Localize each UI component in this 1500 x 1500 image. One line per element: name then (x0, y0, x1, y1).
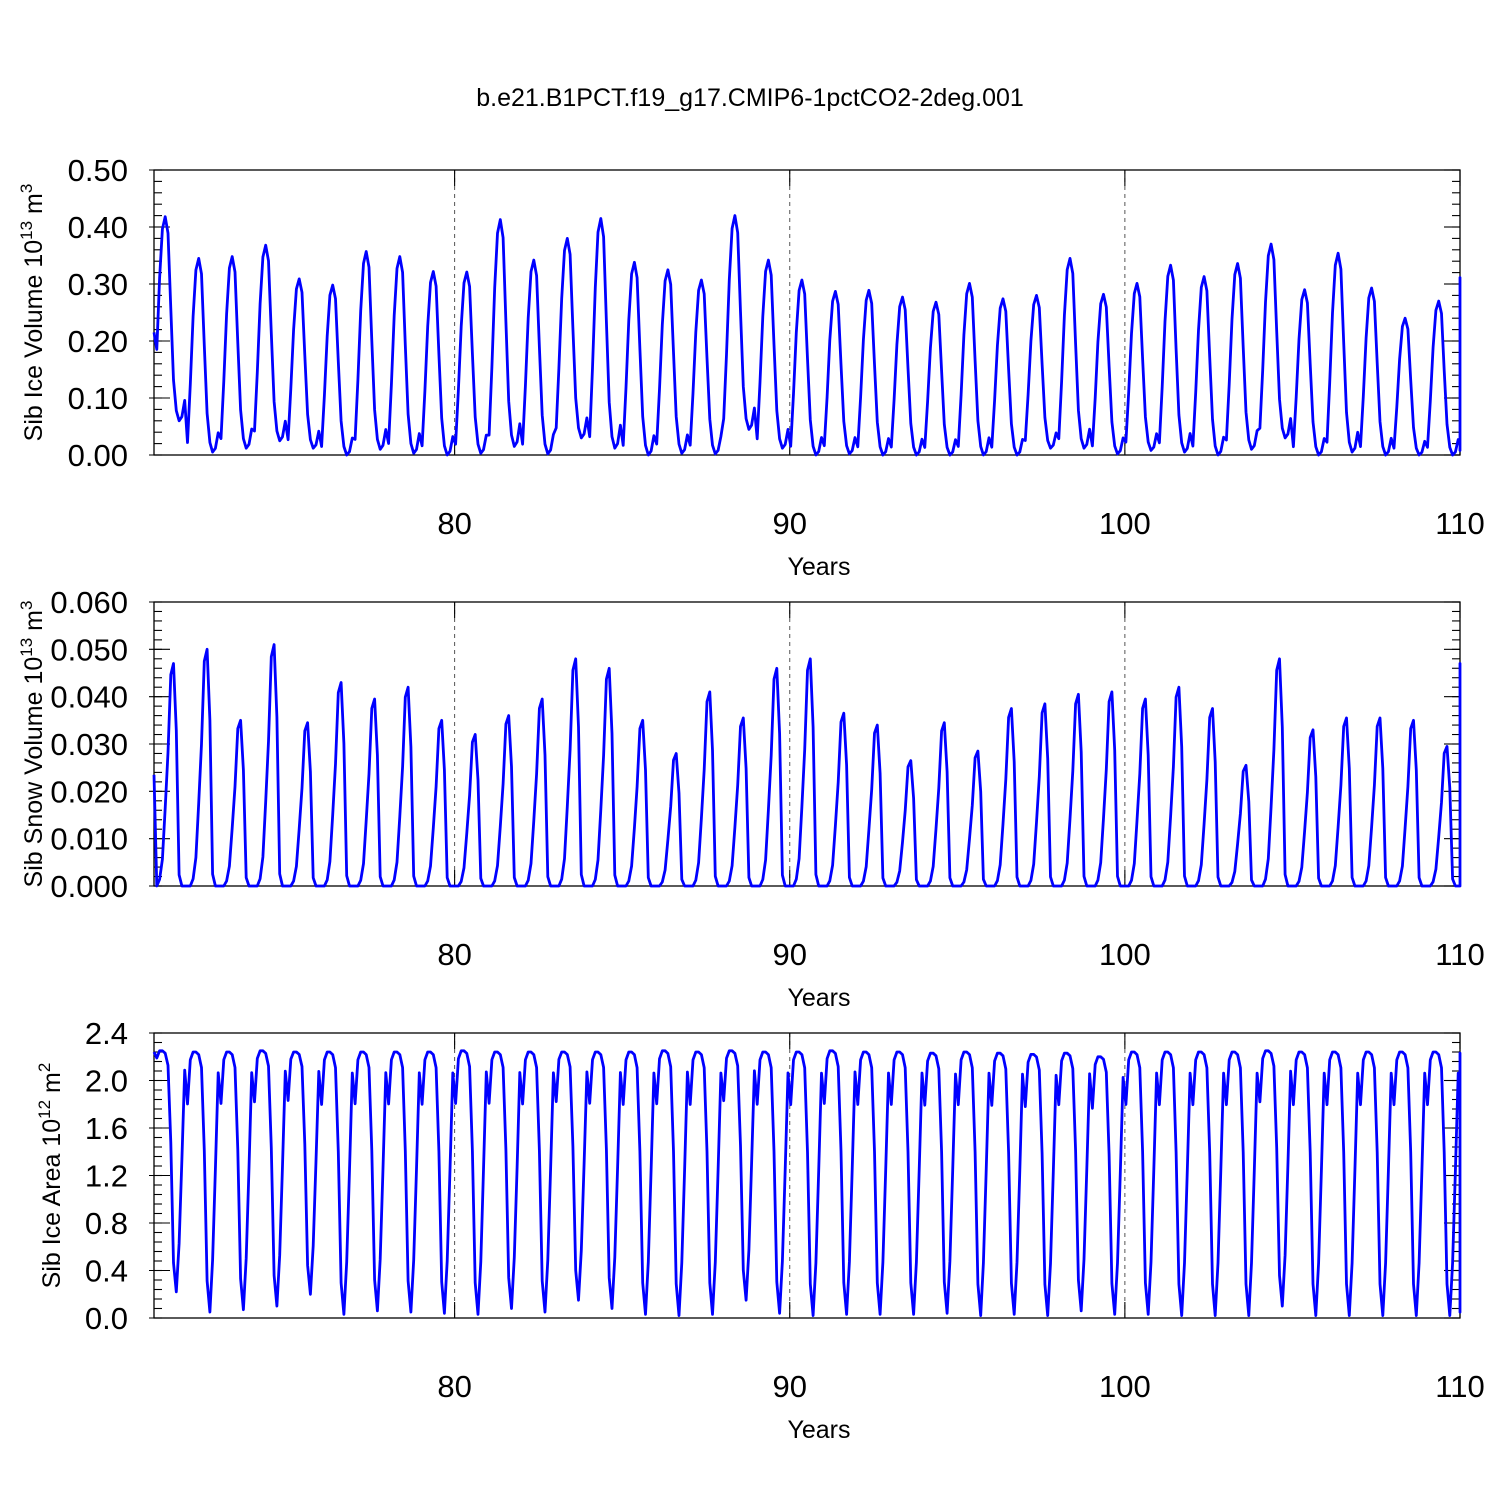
ice-volume-x-axis-title: Years (787, 553, 850, 581)
snow-volume-xtick-label: 90 (772, 937, 806, 972)
ice-volume-ytick-label: 0.40 (68, 210, 128, 245)
snow-volume-ytick-label: 0.050 (50, 632, 128, 667)
snow-volume-ytick-label: 0.040 (50, 680, 128, 715)
ice-volume-panel: 0.00 0.10 0.20 0.30 0.40 0.50 80 90 100 110 Years S… (17, 153, 1485, 581)
ice-area-ytick-label: 0.8 (85, 1206, 128, 1241)
ice-area-y-axis-title: Sib Ice Area 1012 m2 (35, 1063, 66, 1289)
snow-volume-ytick-label: 0.020 (50, 774, 128, 809)
ice-volume-ytick-label: 0.50 (68, 153, 128, 188)
snow-volume-plot-frame (154, 602, 1460, 886)
ice-volume-xtick-label: 100 (1099, 506, 1151, 541)
chart-title: b.e21.B1PCT.f19_g17.CMIP6-1pctCO2-2deg.0… (476, 84, 1024, 112)
snow-volume-ytick-label: 0.030 (50, 727, 128, 762)
snow-volume-y-axis-title: Sib Snow Volume 1013 m3 (17, 601, 48, 888)
ice-area-ytick-label: 1.2 (85, 1159, 128, 1194)
ice-volume-xtick-label: 90 (772, 506, 806, 541)
snow-volume-x-axis-title: Years (787, 984, 850, 1012)
ice-volume-y-axis-title: Sib Ice Volume 1013 m3 (17, 184, 48, 442)
ice-area-x-axis-title: Years (787, 1416, 850, 1444)
ice-area-ytick-label: 2.0 (85, 1064, 128, 1099)
ice-area-ytick-label: 0.0 (85, 1301, 128, 1336)
ice-volume-xtick-label: 110 (1435, 506, 1484, 541)
ice-area-xtick-label: 110 (1435, 1369, 1484, 1404)
snow-volume-xtick-label: 110 (1435, 937, 1484, 972)
snow-volume-panel: 0.000 0.010 0.020 0.030 0.040 0.050 0.060 80 90 1… (17, 585, 1485, 1012)
snow-volume-ytick-label: 0.060 (50, 585, 128, 620)
ice-volume-ytick-label: 0.10 (68, 381, 128, 416)
ice-area-ytick-label: 1.6 (85, 1111, 128, 1146)
snow-volume-xtick-label: 100 (1099, 937, 1151, 972)
ice-area-xtick-label: 80 (437, 1369, 471, 1404)
ice-volume-xtick-label: 80 (437, 506, 471, 541)
ice-area-ytick-label: 2.4 (85, 1016, 128, 1051)
snow-volume-ytick-label: 0.000 (50, 869, 128, 904)
ice-volume-ytick-label: 0.00 (68, 438, 128, 473)
snow-volume-xtick-label: 80 (437, 937, 471, 972)
ice-volume-series-line (154, 216, 1460, 455)
ice-area-series-line (154, 1051, 1460, 1316)
snow-volume-series-line (154, 645, 1460, 886)
snow-volume-ytick-label: 0.010 (50, 822, 128, 857)
ice-area-xtick-label: 100 (1099, 1369, 1151, 1404)
ice-volume-ytick-label: 0.30 (68, 267, 128, 302)
ice-volume-ytick-label: 0.20 (68, 324, 128, 359)
ice-area-panel: 0.0 0.4 0.8 1.2 1.6 2.0 2.4 80 90 100 110 Years Sib … (35, 1016, 1485, 1444)
ice-area-ytick-label: 0.4 (85, 1254, 128, 1289)
ice-area-xtick-label: 90 (772, 1369, 806, 1404)
